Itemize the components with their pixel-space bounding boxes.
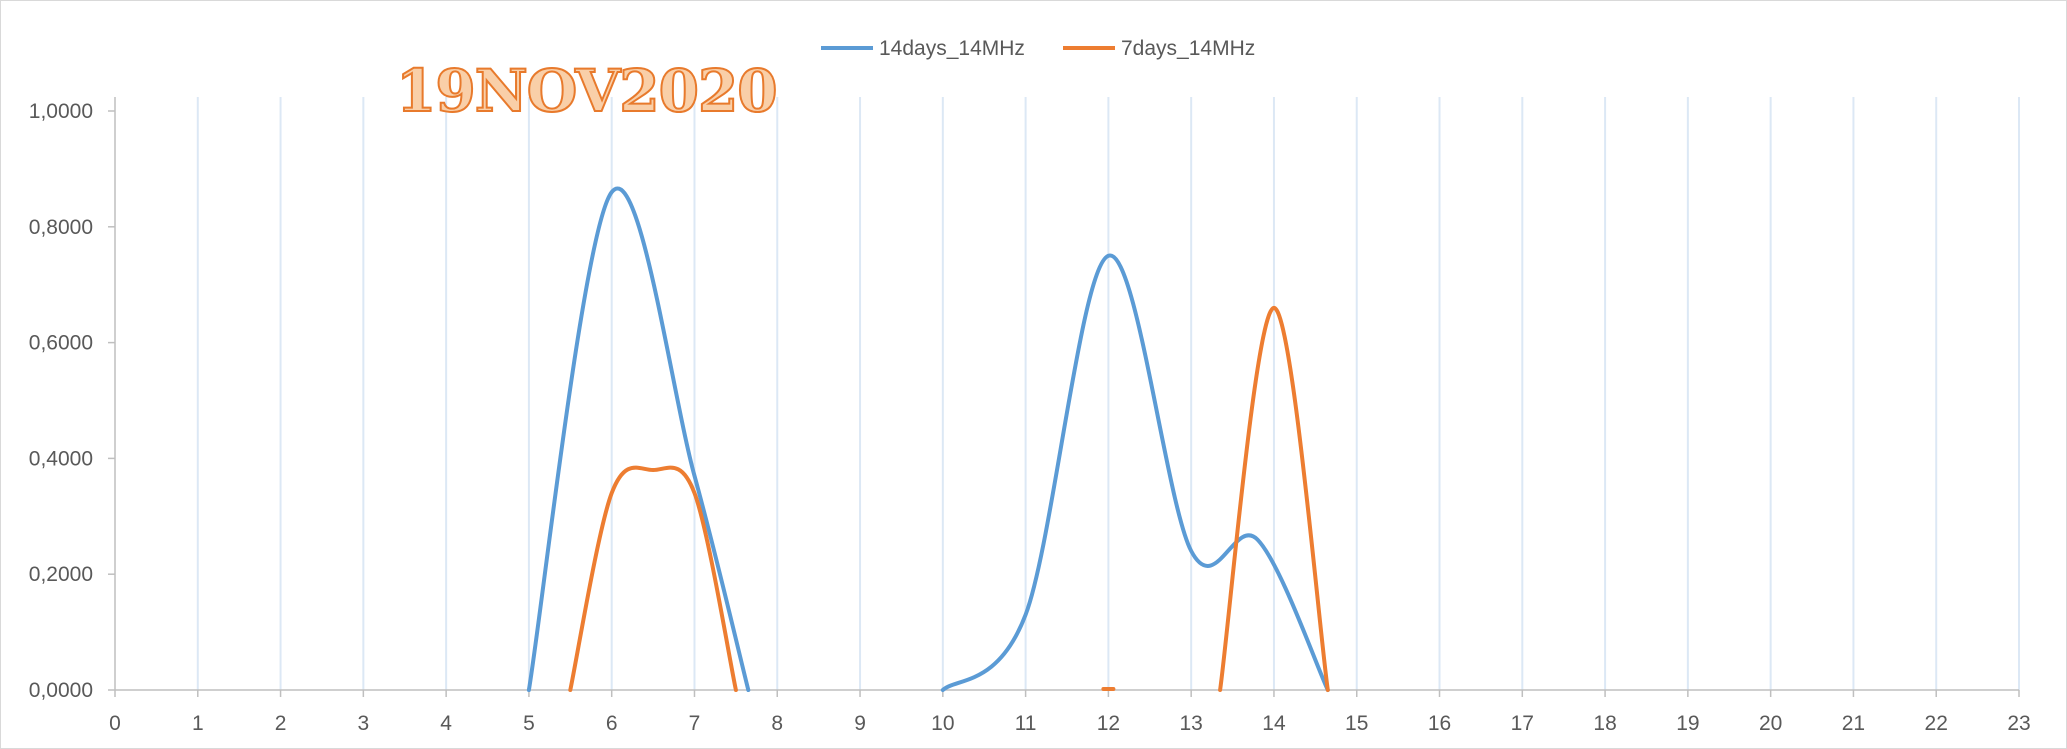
x-tick-label-19: 19 <box>1676 712 1699 735</box>
series-line-7days_14MHz-0 <box>568 465 738 692</box>
x-tick-label-14: 14 <box>1262 712 1286 735</box>
x-tick-label-15: 15 <box>1345 712 1368 735</box>
series-line-14days_14MHz-1 <box>940 253 1330 692</box>
y-tick-label-1: 0,2000 <box>29 563 93 586</box>
y-tick-label-2: 0,4000 <box>29 447 93 470</box>
series-line-7days_14MHz-1 <box>1218 305 1330 692</box>
legend-label-1: 7days_14MHz <box>1121 37 1255 60</box>
x-tick-label-22: 22 <box>1925 712 1948 735</box>
date-stamp: 19NOV2020 <box>396 57 777 125</box>
series-line-14days_14MHz-0 <box>526 186 751 692</box>
x-tick-label-20: 20 <box>1759 712 1782 735</box>
x-tick-label-8: 8 <box>771 712 783 735</box>
x-tick-label-9: 9 <box>854 712 866 735</box>
y-tick-label-5: 1,0000 <box>29 100 93 123</box>
x-tick-label-13: 13 <box>1179 712 1202 735</box>
x-tick-label-7: 7 <box>689 712 701 735</box>
x-tick-label-6: 6 <box>606 712 618 735</box>
y-tick-labels: 0,0000 0,2000 0,4000 0,6000 0,8000 1,0000 <box>29 100 115 702</box>
axes <box>114 97 2019 691</box>
legend-label-0: 14days_14MHz <box>879 37 1025 60</box>
x-tick-label-4: 4 <box>440 712 452 735</box>
x-tick-label-1: 1 <box>192 712 204 735</box>
x-tick-label-2: 2 <box>275 712 287 735</box>
y-tick-label-4: 0,8000 <box>29 216 93 239</box>
x-tick-label-21: 21 <box>1842 712 1865 735</box>
series-lines <box>526 186 1330 692</box>
y-tick-label-3: 0,6000 <box>29 332 93 355</box>
x-tick-label-5: 5 <box>523 712 535 735</box>
y-tick-label-0: 0,0000 <box>29 679 93 702</box>
x-tick-labels: 0 1 2 3 4 5 6 7 8 9 10 11 12 13 14 15 16 17 18 19 20 21 22 23 <box>109 690 2031 735</box>
x-tick-label-3: 3 <box>358 712 370 735</box>
x-tick-label-0: 0 <box>109 712 121 735</box>
x-tick-label-10: 10 <box>931 712 954 735</box>
x-tick-label-12: 12 <box>1097 712 1120 735</box>
x-tick-label-11: 11 <box>1015 712 1037 735</box>
gridlines <box>196 97 2020 690</box>
x-tick-label-16: 16 <box>1428 712 1451 735</box>
x-tick-label-18: 18 <box>1593 712 1616 735</box>
legend: 14days_14MHz 7days_14MHz <box>821 37 1255 60</box>
x-tick-label-17: 17 <box>1511 712 1534 735</box>
x-tick-label-23: 23 <box>2007 712 2030 735</box>
